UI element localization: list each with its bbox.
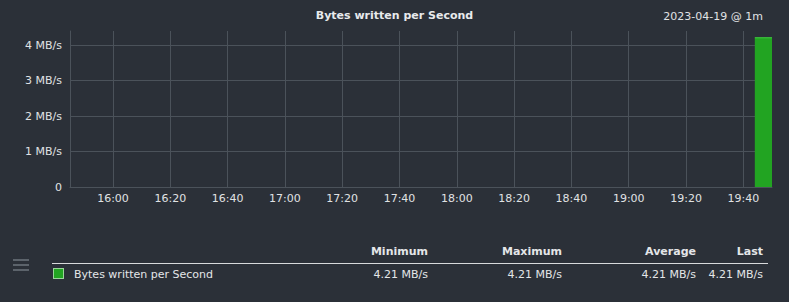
- html-text:Maximum: Maximum: [502, 245, 562, 258]
- svg-text:18:40: 18:40: [556, 192, 588, 205]
- html-text:4.21 MB/s: 4.21 MB/s: [373, 268, 428, 281]
- svg-text:16:40: 16:40: [212, 192, 244, 205]
- svg-text:18:00: 18:00: [441, 192, 473, 205]
- html-text:Minimum: Minimum: [370, 245, 428, 258]
- svg-text:18:20: 18:20: [498, 192, 530, 205]
- html-text:Bytes written per Second: Bytes written per Second: [315, 9, 474, 22]
- svg-text:16:00: 16:00: [97, 192, 129, 205]
- svg-text:2 MB/s: 2 MB/s: [25, 110, 62, 123]
- html-text:4.21 MB/s: 4.21 MB/s: [641, 268, 696, 281]
- svg-text:19:40: 19:40: [727, 192, 759, 205]
- svg-text:1 MB/s: 1 MB/s: [25, 145, 62, 158]
- html-text:4.21 MB/s: 4.21 MB/s: [708, 268, 763, 281]
- svg-text:17:40: 17:40: [384, 192, 416, 205]
- svg-text:19:20: 19:20: [670, 192, 702, 205]
- html-text:Average: Average: [645, 245, 696, 258]
- svg-text:4 MB/s: 4 MB/s: [25, 39, 62, 52]
- svg-text:19:00: 19:00: [613, 192, 645, 205]
- svg-text:3 MB/s: 3 MB/s: [25, 74, 62, 87]
- html-text:Bytes written per Second: Bytes written per Second: [74, 268, 214, 281]
- html-text:Last: Last: [736, 245, 763, 258]
- svg-text:16:20: 16:20: [154, 192, 186, 205]
- svg-text:17:00: 17:00: [269, 192, 301, 205]
- html-text:2023-04-19 @ 1m: 2023-04-19 @ 1m: [663, 10, 763, 23]
- svg-text:0: 0: [55, 181, 62, 194]
- html-text:4.21 MB/s: 4.21 MB/s: [507, 268, 562, 281]
- svg-text:17:20: 17:20: [326, 192, 358, 205]
